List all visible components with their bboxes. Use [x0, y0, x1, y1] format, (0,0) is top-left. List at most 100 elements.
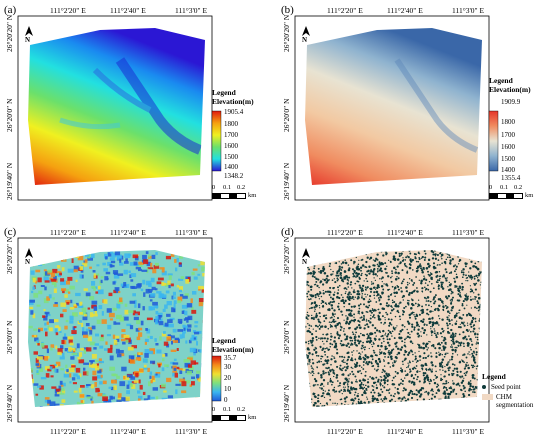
panel-b-legend-tick-1700: 1700 — [501, 131, 515, 139]
panel-c-scale-1: 0.1 — [223, 406, 232, 413]
panel-b-legend: Legend Elevation(m) — [489, 76, 531, 94]
panel-b-lon-label-2: 111°2'40" E — [387, 6, 423, 15]
panel-c-legend-tick-0: 0 — [224, 396, 228, 404]
panel-c-legend: Legend Elevation(m) — [212, 336, 254, 354]
panel-b-legend-subtitle: Elevation(m) — [489, 85, 531, 94]
panel-c-legend-title: Legend — [212, 336, 236, 345]
panel-c-label: (c) — [4, 226, 17, 238]
panel-b-legend-title: Legend — [489, 76, 513, 85]
panel-a-dem-area — [28, 28, 205, 185]
panel-b-scale-2: 0.2 — [514, 184, 523, 191]
seed-point-swatch — [482, 385, 486, 390]
panel-c-scale-bar: 0 0.1 0.2 km — [212, 406, 262, 421]
panel-c-bottom-lon-label-3: 111°3'0" E — [175, 427, 208, 436]
panel-d-legend-chm-label: CHM segmentation — [496, 393, 534, 409]
panel-c-lat-label-3: 26°19'40" N — [5, 384, 14, 422]
panel-a-lat-label-3: 26°19'40" N — [5, 162, 14, 200]
panel-c-frame — [17, 237, 213, 423]
panel-c-scale-0: 0 — [212, 406, 216, 413]
north-arrow-letter: N — [302, 36, 308, 44]
panel-a-lon-label-3: 111°3'0" E — [175, 6, 208, 15]
panel-b-lon-label-3: 111°3'0" E — [452, 6, 485, 15]
north-arrow-icon — [302, 248, 310, 258]
panel-a-scale-1: 0.1 — [223, 184, 232, 191]
panel-b-elevation-dem: (b) 111°2'20" E 111°2'40" E 111°3'0" E 2… — [277, 0, 547, 222]
panel-c-lat-label-2: 26°20'0" N — [5, 320, 14, 354]
north-arrow-icon — [25, 248, 33, 258]
panel-b-legend-tick-1800: 1800 — [501, 118, 515, 126]
panel-c-legend-subtitle: Elevation(m) — [212, 345, 254, 354]
panel-c-bottom-lon-label-1: 111°2'20" E — [50, 427, 86, 436]
panel-b-legend-tick-1500: 1500 — [501, 155, 515, 163]
panel-a-color-ramp — [211, 110, 222, 172]
panel-c-scale-unit: km — [248, 414, 257, 421]
panel-a-label: (a) — [4, 4, 17, 16]
panel-a-lat-label-2: 26°20'0" N — [5, 98, 14, 132]
panel-c-lon-label-3: 111°3'0" E — [175, 228, 208, 237]
panel-b-map — [294, 15, 499, 201]
panel-d-lon-label-3: 111°3'0" E — [452, 228, 485, 237]
panel-d-legend: Legend Seed point CHM segmentation — [482, 372, 542, 409]
panel-a-valleys — [59, 57, 202, 155]
panel-c-lon-label-2: 111°2'40" E — [110, 228, 146, 237]
panel-d-lon-label-1: 111°2'20" E — [327, 228, 363, 237]
panel-b-legend-max: 1909.9 — [501, 98, 521, 106]
panel-a-lon-label-1: 111°2'20" E — [50, 6, 86, 15]
panel-d-legend-seed: Seed point — [482, 383, 542, 391]
panel-b-scale-unit: km — [525, 192, 534, 199]
panel-a-scale-unit: km — [248, 192, 257, 199]
panel-d-frame — [294, 237, 490, 423]
panel-b-lat-label-3: 26°19'40" N — [282, 162, 291, 200]
panel-c-canopy-height: (c) 111°2'20" E 111°2'40" E 111°3'0" E 2… — [0, 222, 270, 444]
panel-d-north-arrow: N — [301, 248, 311, 268]
north-arrow-letter: N — [25, 36, 31, 44]
panel-d-legend-chm: CHM segmentation — [482, 393, 542, 409]
panel-c-north-arrow: N — [24, 248, 34, 268]
north-arrow-letter: N — [25, 258, 31, 266]
panel-a-legend-tick-1600: 1600 — [224, 142, 238, 150]
panel-d-lat-label-3: 26°19'40" N — [282, 384, 291, 422]
panel-b-legend-tick-1400: 1400 — [501, 166, 515, 174]
panel-b-scale-1: 0.1 — [500, 184, 509, 191]
panel-c-legend-max: 35.7 — [224, 354, 237, 362]
panel-b-scale-0: 0 — [489, 184, 493, 191]
panel-b-legend-min: 1355.4 — [501, 174, 521, 182]
panel-a-legend-tick-1500: 1500 — [224, 153, 238, 161]
panel-b-lon-label-1: 111°2'20" E — [327, 6, 363, 15]
panel-a-lon-label-2: 111°2'40" E — [110, 6, 146, 15]
panel-d-lat-label-2: 26°20'0" N — [282, 320, 291, 354]
panel-a-legend-max: 1905.4 — [224, 108, 244, 116]
panel-b-color-ramp — [488, 110, 499, 172]
panel-b-label: (b) — [281, 4, 294, 16]
panel-b-lat-label-2: 26°20'0" N — [282, 98, 291, 132]
panel-b-legend-tick-1600: 1600 — [501, 143, 515, 151]
panel-d-lon-label-2: 111°2'40" E — [387, 228, 423, 237]
panel-c-lat-label-1: 26°20'20" N — [5, 236, 14, 274]
panel-a-north-arrow: N — [24, 26, 34, 46]
panel-c-map — [17, 237, 222, 423]
panel-a-legend-tick-1400: 1400 — [224, 163, 238, 171]
panel-d-legend-seed-label: Seed point — [491, 383, 521, 391]
panel-a-frame — [17, 15, 213, 201]
panel-a-legend-subtitle: Elevation(m) — [212, 97, 254, 106]
panel-a-lat-label-1: 26°20'20" N — [5, 14, 14, 52]
panel-a-legend-tick-1800: 1800 — [224, 120, 238, 128]
panel-b-dem-area — [305, 28, 482, 185]
panel-a-legend-title: Legend — [212, 88, 236, 97]
panel-b-frame — [294, 15, 490, 201]
north-arrow-letter: N — [302, 258, 308, 266]
panel-a-scale-2: 0.2 — [237, 184, 246, 191]
panel-c-legend-tick-20: 20 — [224, 374, 231, 382]
panel-d-label: (d) — [281, 226, 294, 238]
panel-a-legend: Legend Elevation(m) — [212, 88, 254, 106]
panel-c-color-ramp — [211, 355, 222, 402]
chm-segmentation-swatch — [482, 394, 493, 400]
panel-d-bottom-lon-label-3: 111°3'0" E — [452, 427, 485, 436]
panel-a-legend-min: 1348.2 — [224, 172, 244, 180]
north-arrow-icon — [25, 26, 33, 36]
panel-a-scale-0: 0 — [212, 184, 216, 191]
panel-d-legend-title: Legend — [482, 372, 506, 381]
panel-b-north-arrow: N — [301, 26, 311, 46]
panel-d-bottom-lon-label-1: 111°2'20" E — [327, 427, 363, 436]
